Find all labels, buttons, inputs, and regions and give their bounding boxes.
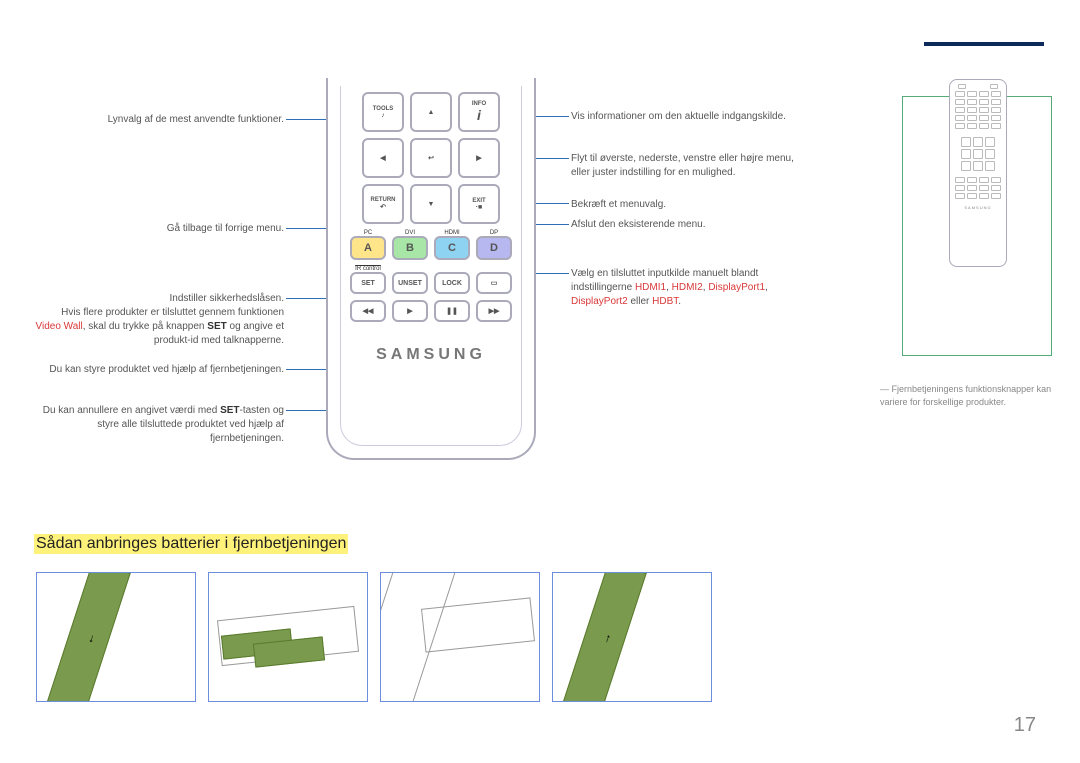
color-b-button[interactable]: B bbox=[392, 236, 428, 260]
text-red: HDMI2 bbox=[672, 282, 703, 293]
play-button[interactable]: ▶ bbox=[392, 300, 428, 322]
page-number: 17 bbox=[1014, 714, 1036, 737]
blank-icon: ▭ bbox=[491, 279, 498, 287]
text: Du kan annullere en angivet værdi med bbox=[43, 405, 220, 416]
side-note: ― Fjernbetjeningens funktionsknapper kan… bbox=[880, 383, 1052, 408]
text: Gå tilbage til forrige menu. bbox=[167, 223, 284, 234]
rew-icon: ◀◀ bbox=[363, 307, 374, 315]
row-transport: ◀◀ ▶ ❚❚ ▶▶ bbox=[347, 300, 515, 322]
battery-step-4: ↑ bbox=[552, 572, 712, 702]
return-icon: ↶ bbox=[380, 203, 386, 211]
tools-button[interactable]: TOOLS ♪ bbox=[362, 92, 404, 132]
pause-icon: ❚❚ bbox=[446, 307, 458, 315]
annot-lock-set: Indstiller sikkerhedslåsen. Hvis flere p… bbox=[34, 292, 284, 348]
dpad-right[interactable]: ▶ bbox=[458, 138, 500, 178]
text-red: HDMI1 bbox=[635, 282, 666, 293]
battery-shape bbox=[43, 572, 130, 702]
text-red: HDBT bbox=[652, 296, 678, 307]
battery-step-2 bbox=[208, 572, 368, 702]
mini-brand: SAMSUNG bbox=[964, 205, 991, 210]
row-return: RETURN ↶ ▼ EXIT ·■ bbox=[347, 184, 515, 224]
dpad-down[interactable]: ▼ bbox=[410, 184, 452, 224]
label: UNSET bbox=[398, 280, 422, 287]
text-bold: SET bbox=[207, 321, 226, 332]
text: Afslut den eksisterende menu. bbox=[571, 219, 706, 230]
remote-inner: TOOLS ♪ ▲ INFO i ◀ ↩ ▶ RETURN ↶ ▼ EXIT bbox=[340, 86, 522, 446]
dpad-up[interactable]: ▲ bbox=[410, 92, 452, 132]
set-button[interactable]: SET bbox=[350, 272, 386, 294]
color-a-button[interactable]: A bbox=[350, 236, 386, 260]
annot-return: Gå tilbage til forrige menu. bbox=[34, 222, 284, 236]
row-dpad-mid: ◀ ↩ ▶ bbox=[347, 138, 515, 178]
label: D bbox=[490, 242, 498, 254]
annot-exit: Afslut den eksisterende menu. bbox=[571, 218, 811, 232]
annot-confirm: Bekræft et menuvalg. bbox=[571, 198, 811, 212]
mini-remote: SAMSUNG bbox=[949, 79, 1007, 267]
return-button[interactable]: RETURN ↶ bbox=[362, 184, 404, 224]
color-d-button[interactable]: D bbox=[476, 236, 512, 260]
exit-icon: ·■ bbox=[476, 204, 483, 211]
down-icon: ▼ bbox=[428, 201, 435, 208]
enter-icon: ↩ bbox=[428, 154, 434, 162]
text: , skal du trykke på knappen bbox=[83, 321, 208, 332]
battery-step-1: ↓ bbox=[36, 572, 196, 702]
dpad-left[interactable]: ◀ bbox=[362, 138, 404, 178]
row-set: SET UNSET LOCK ▭ bbox=[347, 272, 515, 294]
lock-button[interactable]: LOCK bbox=[434, 272, 470, 294]
text: Bekræft et menuvalg. bbox=[571, 199, 666, 210]
text: Flyt til øverste, nederste, venstre elle… bbox=[571, 153, 794, 178]
ff-icon: ▶▶ bbox=[489, 307, 500, 315]
info-icon: i bbox=[477, 107, 481, 123]
brand-text: SAMSUNG bbox=[376, 346, 486, 364]
annot-control: Du kan styre produktet ved hjælp af fjer… bbox=[34, 363, 284, 377]
text: Indstiller sikkerhedslåsen. bbox=[170, 293, 285, 304]
pause-button[interactable]: ❚❚ bbox=[434, 300, 470, 322]
side-panel: SAMSUNG bbox=[902, 96, 1052, 356]
annot-info: Vis informationer om den aktuelle indgan… bbox=[571, 110, 811, 124]
row-color: A B C D bbox=[347, 236, 515, 260]
up-icon: ▲ bbox=[428, 109, 435, 116]
text-red: Video Wall bbox=[36, 321, 83, 332]
annot-dpad: Flyt til øverste, nederste, venstre elle… bbox=[571, 152, 811, 180]
unset-button[interactable]: UNSET bbox=[392, 272, 428, 294]
battery-step-3 bbox=[380, 572, 540, 702]
text: . bbox=[678, 296, 681, 307]
annot-unset: Du kan annullere en angivet værdi med SE… bbox=[34, 404, 284, 446]
label: B bbox=[406, 242, 414, 254]
text-red: DisplayPort1 bbox=[708, 282, 765, 293]
tools-icon: ♪ bbox=[381, 112, 385, 119]
text: Lynvalg af de mest anvendte funktioner. bbox=[108, 114, 284, 125]
text: eller bbox=[628, 296, 652, 307]
color-c-button[interactable]: C bbox=[434, 236, 470, 260]
info-button[interactable]: INFO i bbox=[458, 92, 500, 132]
text: Sådan anbringes batterier i fjernbetjeni… bbox=[36, 535, 346, 552]
right-icon: ▶ bbox=[476, 154, 481, 162]
annot-tools: Lynvalg af de mest anvendte funktioner. bbox=[34, 113, 284, 127]
annot-source: Vælg en tilsluttet inputkilde manuelt bl… bbox=[571, 267, 811, 309]
label: SET bbox=[361, 280, 375, 287]
label: A bbox=[364, 242, 372, 254]
row-tools: TOOLS ♪ ▲ INFO i bbox=[347, 92, 515, 132]
play-icon: ▶ bbox=[407, 307, 412, 315]
rewind-button[interactable]: ◀◀ bbox=[350, 300, 386, 322]
header-rule bbox=[924, 42, 1044, 46]
battery-panels: ↓ ↑ bbox=[36, 572, 712, 702]
text: ― Fjernbetjeningens funktionsknapper kan… bbox=[880, 384, 1051, 407]
blank-button[interactable]: ▭ bbox=[476, 272, 512, 294]
text: Vis informationer om den aktuelle indgan… bbox=[571, 111, 786, 122]
section-heading: Sådan anbringes batterier i fjernbetjeni… bbox=[34, 534, 348, 554]
text-red: DisplayPort2 bbox=[571, 296, 628, 307]
text: Du kan styre produktet ved hjælp af fjer… bbox=[49, 364, 284, 375]
label: LOCK bbox=[442, 280, 462, 287]
dpad-center[interactable]: ↩ bbox=[410, 138, 452, 178]
exit-button[interactable]: EXIT ·■ bbox=[458, 184, 500, 224]
left-icon: ◀ bbox=[380, 154, 385, 162]
text-bold: SET bbox=[220, 405, 239, 416]
remote-outline: TOOLS ♪ ▲ INFO i ◀ ↩ ▶ RETURN ↶ ▼ EXIT bbox=[326, 78, 536, 460]
text: Hvis flere produkter er tilsluttet genne… bbox=[61, 307, 284, 318]
battery-shape bbox=[559, 572, 646, 702]
ffwd-button[interactable]: ▶▶ bbox=[476, 300, 512, 322]
label: C bbox=[448, 242, 456, 254]
